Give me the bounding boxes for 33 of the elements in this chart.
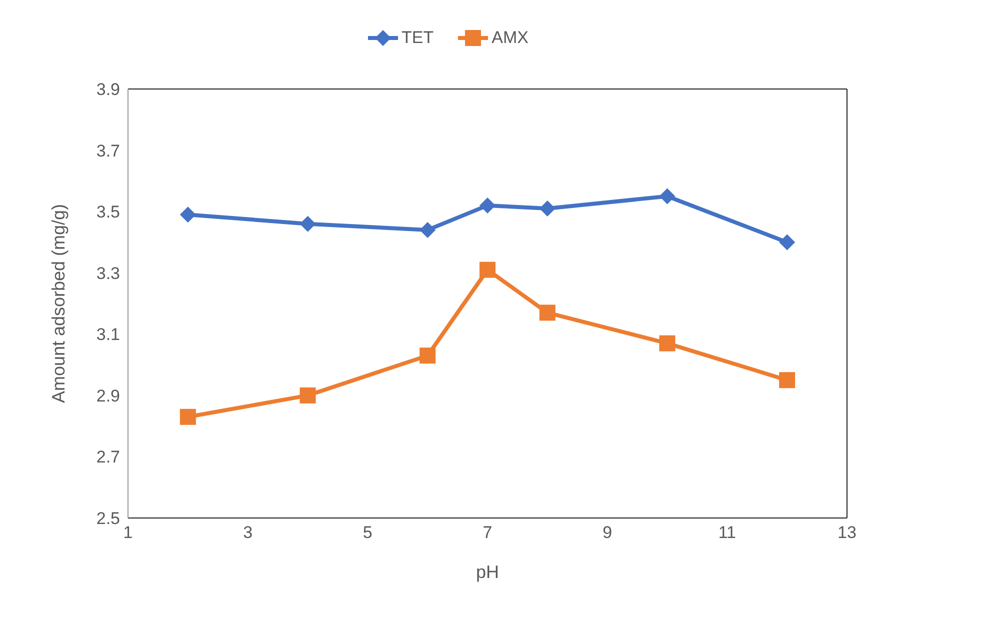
point	[779, 234, 796, 250]
point	[539, 200, 556, 217]
x-axis-title: pH	[476, 562, 500, 582]
point	[659, 188, 676, 204]
point	[180, 206, 196, 223]
point	[659, 335, 676, 352]
point	[300, 387, 316, 404]
y-tick-label: 3.5	[96, 202, 120, 222]
point	[300, 216, 316, 232]
x-tick-label: 13	[838, 523, 856, 542]
x-tick-label: 3	[243, 523, 253, 542]
y-tick-label: 3.3	[96, 264, 120, 283]
point	[180, 408, 196, 425]
y-tick-label: 2.5	[96, 509, 120, 528]
x-tick-label: 11	[718, 523, 736, 542]
y-tick-label: 3.1	[96, 325, 120, 344]
x-tick-label: 1	[123, 523, 133, 542]
legend-label: TET	[402, 28, 434, 48]
x-tick-label: 7	[482, 523, 492, 542]
x-tick-label: 9	[602, 523, 612, 542]
y-tick-label: 2.9	[96, 386, 120, 406]
point	[480, 197, 496, 214]
y-tick-label: 2.7	[96, 448, 120, 467]
point	[539, 304, 556, 321]
y-tick-label: 3.9	[96, 80, 120, 100]
y-axis-title: Amount adsorbed (mg/g)	[48, 204, 68, 404]
y-tick-label: 3.7	[96, 141, 120, 160]
x-tick-label: 5	[362, 523, 372, 542]
legend-label: AMX	[492, 28, 528, 48]
point	[420, 222, 436, 238]
point	[779, 372, 796, 388]
point	[480, 262, 496, 278]
point	[420, 348, 436, 364]
